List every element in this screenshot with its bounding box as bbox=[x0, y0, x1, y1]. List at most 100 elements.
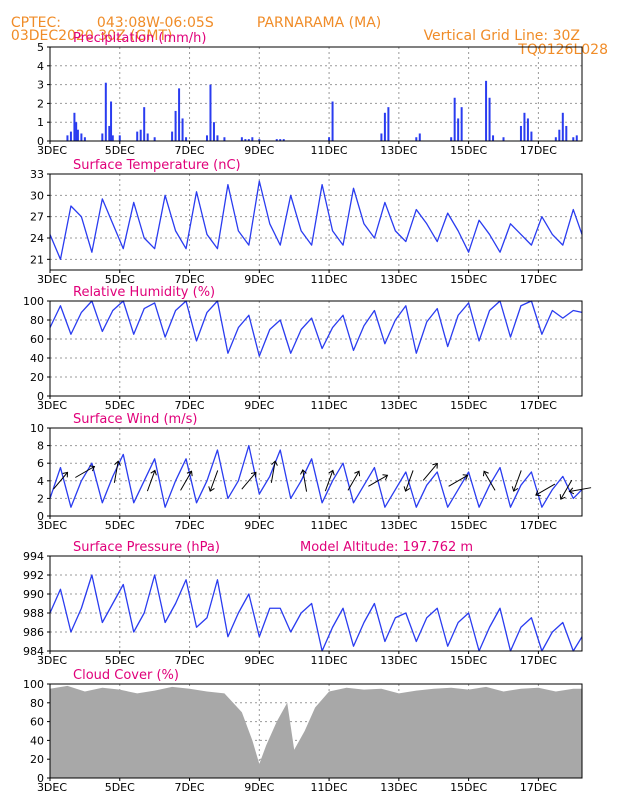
precip-bar bbox=[76, 129, 79, 141]
model-altitude-label: Model Altitude: 197.762 m bbox=[300, 540, 473, 555]
precip-bar bbox=[485, 80, 488, 141]
wind-arrow bbox=[535, 483, 556, 496]
y-tick-label: 27 bbox=[30, 211, 44, 224]
wind-arrow-head bbox=[559, 494, 566, 500]
x-tick-label: 3DEC bbox=[37, 781, 67, 794]
precip-bar bbox=[387, 107, 390, 141]
y-tick-label: 0 bbox=[37, 510, 44, 523]
y-tick-label: 986 bbox=[23, 626, 44, 639]
wind-arrow bbox=[270, 461, 276, 483]
precip-bar bbox=[519, 125, 522, 141]
y-tick-label: 0 bbox=[37, 772, 44, 785]
wind-arrow-head bbox=[62, 471, 69, 478]
precip-bar bbox=[565, 125, 568, 141]
y-tick-label: 20 bbox=[30, 753, 44, 766]
precip-bar bbox=[453, 97, 456, 141]
precip-bar bbox=[80, 133, 83, 141]
x-tick-label: 11DEC bbox=[311, 519, 348, 532]
y-tick-label: 0 bbox=[37, 135, 44, 148]
precip-panel: 0 1 2 3 4 5 3DEC 5DEC 7DEC 9DEC 11DEC 13DEC 15DEC 17D… bbox=[37, 31, 583, 157]
wind-arrow-head bbox=[300, 469, 307, 475]
x-tick-label: 11DEC bbox=[311, 273, 348, 286]
precip-bar bbox=[279, 139, 282, 141]
wind-arrow bbox=[483, 471, 496, 491]
precip-bar bbox=[146, 133, 149, 141]
precip-bar bbox=[171, 131, 174, 141]
wind-arrow-head bbox=[482, 470, 489, 477]
x-tick-label: 5DEC bbox=[105, 519, 135, 532]
precip-bar bbox=[205, 135, 208, 141]
wind-arrow bbox=[569, 487, 592, 493]
y-tick-label: 30 bbox=[30, 189, 44, 202]
wind-series-line bbox=[49, 444, 583, 508]
x-tick-label: 17DEC bbox=[520, 519, 557, 532]
precip-bar bbox=[223, 137, 226, 141]
wind-arrow bbox=[146, 470, 156, 492]
y-tick-label: 21 bbox=[30, 253, 44, 266]
precip-bar bbox=[328, 137, 331, 141]
temp-series-line bbox=[49, 180, 583, 260]
precip-bar bbox=[492, 135, 495, 141]
wind-arrow bbox=[209, 470, 219, 492]
x-tick-label: 5DEC bbox=[105, 144, 135, 157]
wind-frame bbox=[49, 427, 583, 517]
rh-frame bbox=[49, 300, 583, 397]
precip-bar bbox=[530, 131, 533, 141]
wind-arrow bbox=[448, 474, 468, 487]
precip-bar bbox=[66, 135, 69, 141]
precip-bar bbox=[143, 107, 146, 141]
y-tick-label: 40 bbox=[30, 734, 44, 747]
precip-bar bbox=[136, 131, 139, 141]
x-tick-label: 3DEC bbox=[37, 144, 67, 157]
precip-bar bbox=[212, 122, 215, 141]
precip-bar bbox=[181, 118, 184, 141]
y-tick-label: 4 bbox=[37, 475, 44, 488]
precip-bar bbox=[251, 137, 254, 141]
y-tick-label: 10 bbox=[30, 422, 44, 435]
precip-bar bbox=[488, 97, 491, 141]
wind-arrow-head bbox=[208, 486, 215, 492]
pressure-series-line bbox=[49, 574, 583, 652]
precip-bar bbox=[178, 88, 181, 141]
wind-arrow-head bbox=[250, 471, 257, 478]
y-tick-label: 8 bbox=[37, 440, 44, 453]
precip-bar bbox=[108, 125, 111, 141]
cloud-frame bbox=[49, 683, 583, 779]
x-tick-label: 15DEC bbox=[450, 273, 487, 286]
wind-arrow-head bbox=[535, 490, 541, 497]
run-time-label: 03DEC2020 30Z (GMT) bbox=[10, 28, 173, 44]
x-tick-label: 5DEC bbox=[105, 399, 135, 412]
wind-arrow-head bbox=[354, 470, 361, 477]
precip-bar bbox=[575, 135, 578, 141]
y-tick-label: 990 bbox=[23, 588, 44, 601]
precip-bar bbox=[240, 137, 243, 141]
wind-arrow bbox=[302, 469, 308, 492]
precip-bar bbox=[460, 107, 463, 141]
x-tick-label: 3DEC bbox=[37, 273, 67, 286]
y-tick-label: 100 bbox=[23, 678, 44, 691]
precip-bar bbox=[104, 82, 107, 141]
precip-bar bbox=[258, 139, 261, 141]
rh-title: Relative Humidity (%) bbox=[73, 285, 215, 300]
precip-bar bbox=[174, 110, 177, 141]
x-tick-label: 11DEC bbox=[311, 144, 348, 157]
x-tick-label: 17DEC bbox=[520, 273, 557, 286]
temp-panel: 21 24 27 30 33 3DEC 5DEC 7DEC 9DEC 11DEC 13DEC 15DE… bbox=[30, 158, 583, 286]
x-tick-label: 13DEC bbox=[380, 144, 417, 157]
x-tick-label: 13DEC bbox=[380, 654, 417, 667]
precip-bar bbox=[111, 135, 114, 141]
y-tick-label: 0 bbox=[37, 390, 44, 403]
wind-arrow bbox=[560, 479, 573, 500]
precip-bar bbox=[450, 137, 453, 141]
precip-bar bbox=[526, 118, 529, 141]
y-tick-label: 24 bbox=[30, 232, 44, 245]
y-tick-label: 2 bbox=[37, 97, 44, 110]
x-tick-label: 13DEC bbox=[380, 399, 417, 412]
source-label: CPTEC: bbox=[10, 15, 62, 31]
x-tick-label: 13DEC bbox=[380, 781, 417, 794]
y-tick-label: 60 bbox=[30, 716, 44, 729]
rh-series-line bbox=[49, 300, 583, 357]
pressure-title: Surface Pressure (hPa) bbox=[73, 540, 220, 555]
precip-bar bbox=[244, 139, 247, 141]
